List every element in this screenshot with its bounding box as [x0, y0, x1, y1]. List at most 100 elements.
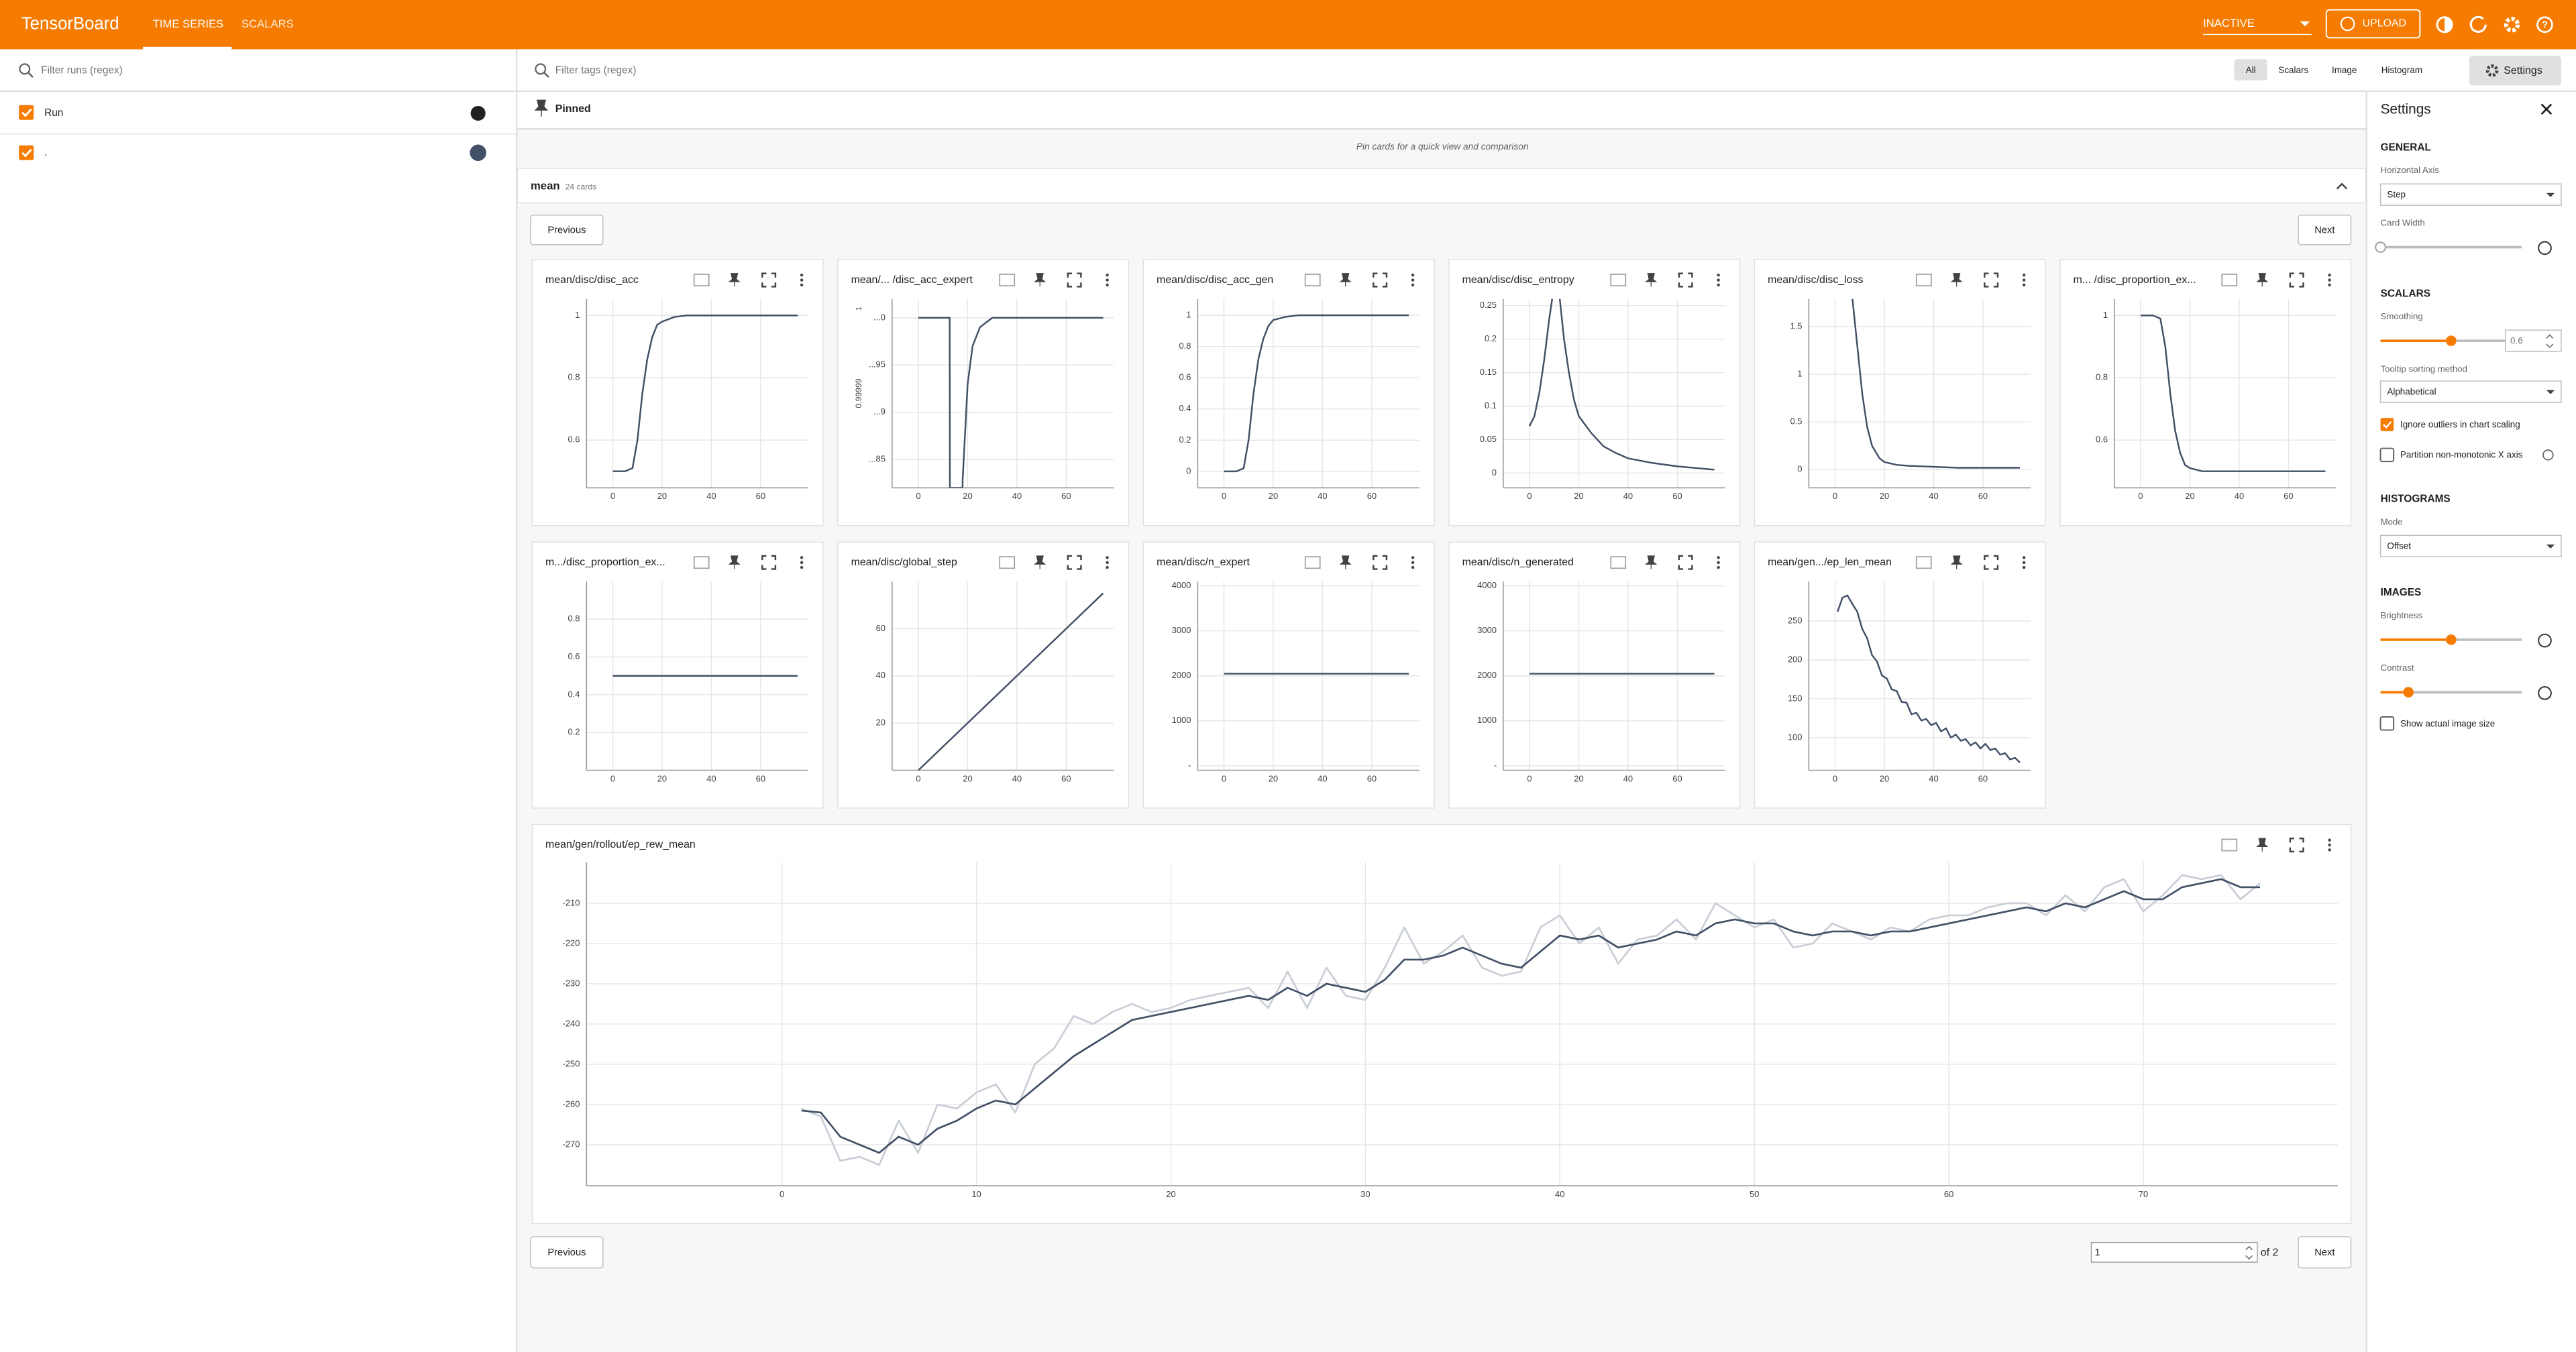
type-button[interactable]: Scalars: [2278, 65, 2308, 75]
dropdown[interactable]: [2379, 534, 2562, 557]
fullscreen-icon[interactable]: [1678, 555, 1693, 570]
type-button[interactable]: All: [2246, 65, 2256, 75]
fullscreen-icon[interactable]: [1373, 555, 1388, 570]
smoothing-value[interactable]: 0.6: [2510, 335, 2523, 345]
fullscreen-icon[interactable]: [2289, 837, 2304, 853]
fullscreen-icon[interactable]: [1984, 555, 1999, 570]
settings-label[interactable]: Settings: [2504, 65, 2542, 76]
upload-button[interactable]: [2325, 9, 2421, 39]
menu-dot[interactable]: [1411, 274, 1415, 277]
help-icon[interactable]: [2542, 449, 2554, 461]
menu-dot[interactable]: [1717, 556, 1720, 559]
run-name[interactable]: .: [44, 147, 47, 158]
help-icon[interactable]: [2536, 16, 2553, 34]
image-toggle-icon[interactable]: [1304, 274, 1321, 286]
image-toggle-icon[interactable]: [2221, 838, 2238, 852]
collapse-icon[interactable]: [2336, 182, 2348, 190]
fullscreen-icon[interactable]: [1984, 272, 1999, 288]
tab[interactable]: TIME SERIES: [153, 17, 223, 30]
next-label[interactable]: Next: [2314, 1247, 2334, 1258]
menu-dot[interactable]: [800, 556, 804, 559]
previous-button[interactable]: [530, 1236, 604, 1269]
image-toggle-icon[interactable]: [999, 274, 1016, 286]
menu-dot[interactable]: [2328, 274, 2331, 277]
pin-icon[interactable]: [2256, 838, 2269, 852]
slider-knob[interactable]: [2403, 687, 2414, 698]
menu-dot[interactable]: [1106, 283, 1109, 287]
pin-icon[interactable]: [1950, 273, 1963, 287]
menu-dot[interactable]: [1106, 278, 1109, 282]
menu-dot[interactable]: [2022, 283, 2026, 287]
image-toggle-icon[interactable]: [693, 274, 710, 286]
tags-filter[interactable]: Filter tags (regex): [555, 64, 637, 76]
status-dropdown[interactable]: INACTIVE: [2203, 17, 2255, 30]
pin-icon[interactable]: [728, 273, 741, 287]
checkbox[interactable]: [2379, 447, 2395, 463]
menu-dot[interactable]: [2328, 838, 2331, 842]
menu-dot[interactable]: [1106, 565, 1109, 569]
menu-dot[interactable]: [2328, 843, 2331, 847]
pin-icon[interactable]: [1950, 555, 1963, 569]
menu-dot[interactable]: [800, 278, 804, 282]
run-checkbox[interactable]: [19, 145, 34, 160]
pin-icon[interactable]: [1339, 555, 1352, 569]
reset-icon[interactable]: [2538, 633, 2552, 648]
page-number[interactable]: 1: [2094, 1247, 2100, 1258]
run-name[interactable]: Run: [44, 107, 63, 119]
settings-button[interactable]: [2469, 56, 2561, 86]
menu-dot[interactable]: [2328, 848, 2331, 852]
image-toggle-icon[interactable]: [1304, 556, 1321, 569]
next-button[interactable]: [2298, 1236, 2352, 1269]
slider-knob[interactable]: [2446, 634, 2457, 645]
fullscreen-icon[interactable]: [761, 555, 777, 570]
menu-dot[interactable]: [1106, 561, 1109, 564]
reload-icon[interactable]: [2469, 15, 2487, 33]
checkbox-label[interactable]: Show actual image size: [2400, 719, 2495, 729]
checkbox-label[interactable]: Partition non-monotonic X axis: [2400, 450, 2523, 460]
group-header[interactable]: [517, 168, 2367, 204]
menu-dot[interactable]: [2022, 565, 2026, 569]
fullscreen-icon[interactable]: [1373, 272, 1388, 288]
menu-dot[interactable]: [800, 561, 804, 564]
previous-label[interactable]: Previous: [547, 1247, 586, 1258]
dropdown[interactable]: [2379, 380, 2562, 403]
fullscreen-icon[interactable]: [1678, 272, 1693, 288]
previous-button[interactable]: [530, 215, 604, 245]
menu-dot[interactable]: [1411, 283, 1415, 287]
checkbox-label[interactable]: Ignore outliers in chart scaling: [2400, 419, 2520, 429]
pin-icon[interactable]: [1034, 555, 1046, 569]
slider-knob[interactable]: [2446, 335, 2457, 346]
menu-dot[interactable]: [1106, 556, 1109, 559]
pin-icon[interactable]: [1339, 273, 1352, 287]
upload-label[interactable]: UPLOAD: [2363, 18, 2406, 30]
menu-dot[interactable]: [2022, 278, 2026, 282]
pin-icon[interactable]: [1645, 273, 1658, 287]
image-toggle-icon[interactable]: [2221, 274, 2238, 286]
menu-dot[interactable]: [2328, 278, 2331, 282]
menu-dot[interactable]: [1717, 283, 1720, 287]
reset-icon[interactable]: [2538, 686, 2552, 700]
pin-icon[interactable]: [1034, 273, 1046, 287]
reset-icon[interactable]: [2538, 241, 2552, 256]
runs-filter[interactable]: Filter runs (regex): [41, 64, 123, 76]
checkbox[interactable]: [2380, 418, 2394, 431]
image-toggle-icon[interactable]: [999, 556, 1016, 569]
menu-dot[interactable]: [800, 274, 804, 277]
smoothing-input[interactable]: [2504, 329, 2562, 352]
menu-dot[interactable]: [1411, 561, 1415, 564]
run-checkbox[interactable]: [19, 105, 34, 120]
pin-icon[interactable]: [1645, 555, 1658, 569]
fullscreen-icon[interactable]: [1067, 555, 1082, 570]
fullscreen-icon[interactable]: [2289, 272, 2304, 288]
pin-icon[interactable]: [728, 555, 741, 569]
spinner[interactable]: [2546, 334, 2554, 348]
menu-dot[interactable]: [1411, 278, 1415, 282]
type-button-active[interactable]: [2234, 59, 2267, 80]
close-icon[interactable]: [2540, 103, 2553, 115]
palette-icon[interactable]: [470, 105, 486, 121]
menu-dot[interactable]: [2022, 561, 2026, 564]
fullscreen-icon[interactable]: [1067, 272, 1082, 288]
slider-knob[interactable]: [2375, 241, 2386, 253]
dropdown[interactable]: [2379, 183, 2562, 206]
menu-dot[interactable]: [1106, 274, 1109, 277]
